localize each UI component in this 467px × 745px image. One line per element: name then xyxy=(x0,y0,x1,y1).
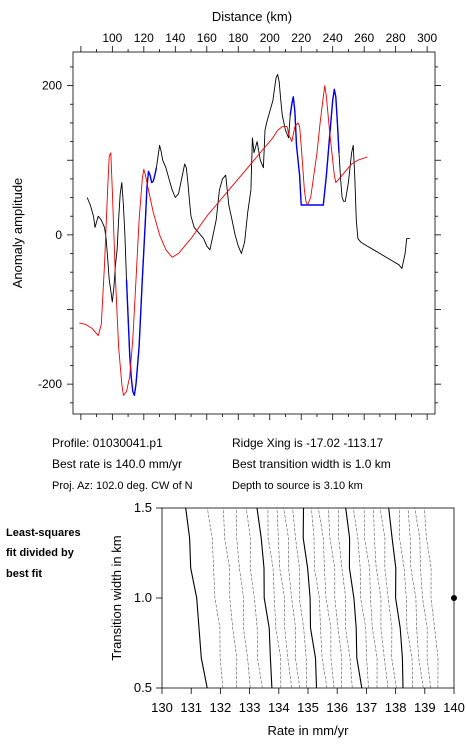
contour-y-axis-tick-labels: 0.5 1.0 1.5 xyxy=(134,500,152,695)
observed-profile-line xyxy=(86,73,410,396)
profile-x-tick-label: 120 xyxy=(134,31,154,45)
contour-line xyxy=(379,507,397,689)
caption-line-3: best fit xyxy=(6,568,42,580)
contour-line xyxy=(363,507,378,689)
contour-x-tick-label: 136 xyxy=(326,700,348,715)
contour-x-tick-label: 135 xyxy=(297,700,319,715)
caption-line-1: Least-squares xyxy=(6,527,81,539)
profile-x-tick-label: 180 xyxy=(228,31,248,45)
contour-line xyxy=(345,507,363,689)
contour-line xyxy=(353,507,369,689)
contour-y-tick-label: 1.5 xyxy=(134,500,152,515)
contour-line xyxy=(338,508,353,689)
profile-y-tick-label: 0 xyxy=(55,228,62,242)
contour-line xyxy=(399,507,413,689)
profile-x-tick-label: 300 xyxy=(417,31,437,45)
contour-x-axis-label: Rate in mm/yr xyxy=(268,723,350,738)
profile-id: Profile: 01030041.p1 xyxy=(52,436,163,450)
best-rate: Best rate is 140.0 mm/yr xyxy=(52,457,182,471)
profile-x-tick-label: 160 xyxy=(197,31,217,45)
contour-x-tick-label: 139 xyxy=(414,700,436,715)
profile-x-tick-label: 280 xyxy=(386,31,406,45)
contour-line xyxy=(388,507,404,689)
contour-line xyxy=(311,507,328,689)
profile-x-axis-label: Distance (km) xyxy=(212,9,292,24)
misfit-contour-chart: 130 131 132 133 134 135 136 137 138 139 140 0.5 1.0… xyxy=(109,500,465,738)
contour-lines xyxy=(185,507,439,689)
contour-x-axis-ticks xyxy=(161,688,455,694)
contour-y-axis-label: Transition width in km xyxy=(109,535,124,660)
contour-line xyxy=(414,507,431,689)
contour-line xyxy=(276,507,292,689)
contour-x-axis-tick-labels: 130 131 132 133 134 135 136 137 138 139 140 xyxy=(151,700,465,715)
contour-line xyxy=(318,507,335,689)
profile-y-axis-tick-labels: -200 0 200 xyxy=(38,79,62,392)
profile-y-tick-label: -200 xyxy=(38,377,62,391)
contour-line xyxy=(267,507,282,689)
model-profile-line xyxy=(79,85,368,396)
contour-line xyxy=(373,507,389,689)
contour-x-tick-label: 132 xyxy=(210,700,232,715)
contour-line xyxy=(223,507,238,689)
profile-plot-frame xyxy=(72,51,436,415)
profile-y-tick-label: 200 xyxy=(42,79,62,93)
contour-x-tick-label: 131 xyxy=(180,700,202,715)
contour-line xyxy=(245,507,263,689)
contour-line xyxy=(302,507,318,689)
profile-x-tick-label: 260 xyxy=(354,31,374,45)
contour-y-tick-label: 1.0 xyxy=(134,590,152,605)
contour-caption: Least-squares fit divided by best fit xyxy=(6,527,81,580)
fit-window-right-line xyxy=(289,88,340,206)
profile-y-axis-ticks xyxy=(67,66,441,404)
profile-x-tick-label: 240 xyxy=(323,31,343,45)
contour-line xyxy=(283,507,301,689)
contour-x-tick-label: 137 xyxy=(356,700,378,715)
contour-y-axis-ticks xyxy=(156,507,162,689)
best-fit-marker-group xyxy=(451,595,457,601)
contour-x-tick-label: 133 xyxy=(239,700,261,715)
profile-x-tick-label: 100 xyxy=(102,31,122,45)
projection-azimuth: Proj. Az: 102.0 deg. CW of N xyxy=(52,480,193,492)
contour-x-tick-label: 140 xyxy=(443,700,465,715)
profile-x-axis-tick-labels: 100 120 140 160 180 200 220 240 260 280 300 xyxy=(102,31,437,45)
contour-x-tick-label: 130 xyxy=(151,700,173,715)
profile-y-axis-label: Anomaly amplitude xyxy=(10,178,25,289)
contour-line xyxy=(292,507,307,689)
profile-chart: 100 120 140 160 180 200 220 240 260 280 300 -200 0 2… xyxy=(10,9,441,420)
profile-x-tick-label: 140 xyxy=(165,31,185,45)
profile-x-tick-label: 220 xyxy=(291,31,311,45)
contour-y-tick-label: 0.5 xyxy=(134,680,152,695)
contour-line xyxy=(185,507,208,689)
contour-line xyxy=(256,507,273,689)
ridge-crossing: Ridge Xing is -17.02 -113.17 xyxy=(232,436,384,450)
source-depth: Depth to source is 3.10 km xyxy=(232,480,363,492)
contour-line xyxy=(328,507,343,689)
contour-line xyxy=(407,507,424,689)
profile-x-axis-ticks xyxy=(80,46,428,420)
profile-x-tick-label: 200 xyxy=(260,31,280,45)
contour-line xyxy=(424,507,439,689)
contour-line xyxy=(236,507,251,689)
caption-line-2: fit divided by xyxy=(6,547,75,559)
best-transition-width: Best transition width is 1.0 km xyxy=(232,457,391,471)
profile-series-group xyxy=(79,73,410,396)
profile-info: Profile: 01030041.p1 Ridge Xing is -17.0… xyxy=(52,436,391,492)
contour-x-tick-label: 138 xyxy=(385,700,407,715)
contour-x-tick-label: 134 xyxy=(268,700,290,715)
contour-line xyxy=(207,507,224,689)
best-fit-marker xyxy=(451,595,457,601)
